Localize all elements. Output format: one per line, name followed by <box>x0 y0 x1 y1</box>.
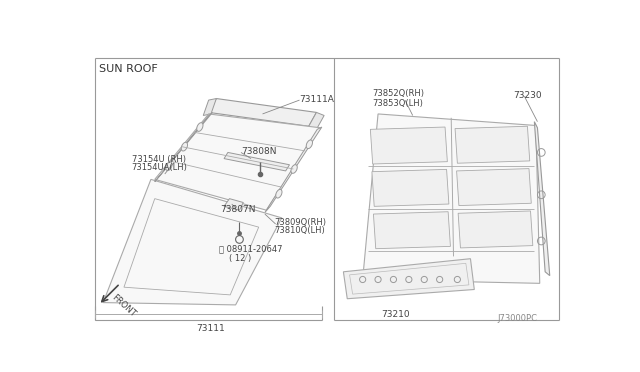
Text: Ⓢ 08911-20647: Ⓢ 08911-20647 <box>219 245 282 254</box>
Ellipse shape <box>306 140 312 149</box>
Text: 73808N: 73808N <box>241 147 276 156</box>
Polygon shape <box>372 169 449 206</box>
Text: 73111A: 73111A <box>300 95 334 104</box>
Polygon shape <box>373 212 451 249</box>
Ellipse shape <box>291 165 297 173</box>
Polygon shape <box>456 169 531 206</box>
Text: 73230: 73230 <box>513 91 541 100</box>
Ellipse shape <box>276 189 282 198</box>
Ellipse shape <box>166 162 172 171</box>
Polygon shape <box>209 99 316 126</box>
Text: 73810Q(LH): 73810Q(LH) <box>274 226 325 235</box>
Polygon shape <box>371 127 447 164</box>
Polygon shape <box>155 112 212 182</box>
Polygon shape <box>265 127 322 212</box>
Text: 73809Q(RH): 73809Q(RH) <box>274 218 326 227</box>
Text: 73154UA(LH): 73154UA(LH) <box>132 163 188 172</box>
Polygon shape <box>155 114 320 210</box>
Polygon shape <box>534 122 550 276</box>
Polygon shape <box>224 153 289 171</box>
Text: J73000PC: J73000PC <box>497 314 538 323</box>
Text: 73852Q(RH): 73852Q(RH) <box>372 89 425 98</box>
Text: FRONT: FRONT <box>109 293 137 318</box>
Text: 73111: 73111 <box>196 324 225 333</box>
Ellipse shape <box>196 123 203 131</box>
Polygon shape <box>224 199 243 210</box>
Polygon shape <box>455 126 530 163</box>
Text: 73807N: 73807N <box>220 205 256 214</box>
Polygon shape <box>344 259 474 299</box>
Polygon shape <box>204 99 216 115</box>
Polygon shape <box>308 112 324 129</box>
Polygon shape <box>458 211 533 248</box>
Text: SUN ROOF: SUN ROOF <box>99 64 157 74</box>
Polygon shape <box>103 179 282 305</box>
Ellipse shape <box>181 142 188 151</box>
Text: 73154U (RH): 73154U (RH) <box>132 155 186 164</box>
Text: 73210: 73210 <box>381 310 410 319</box>
Polygon shape <box>363 114 540 283</box>
Text: ( 12 ): ( 12 ) <box>230 254 252 263</box>
Text: 73853Q(LH): 73853Q(LH) <box>372 99 424 108</box>
